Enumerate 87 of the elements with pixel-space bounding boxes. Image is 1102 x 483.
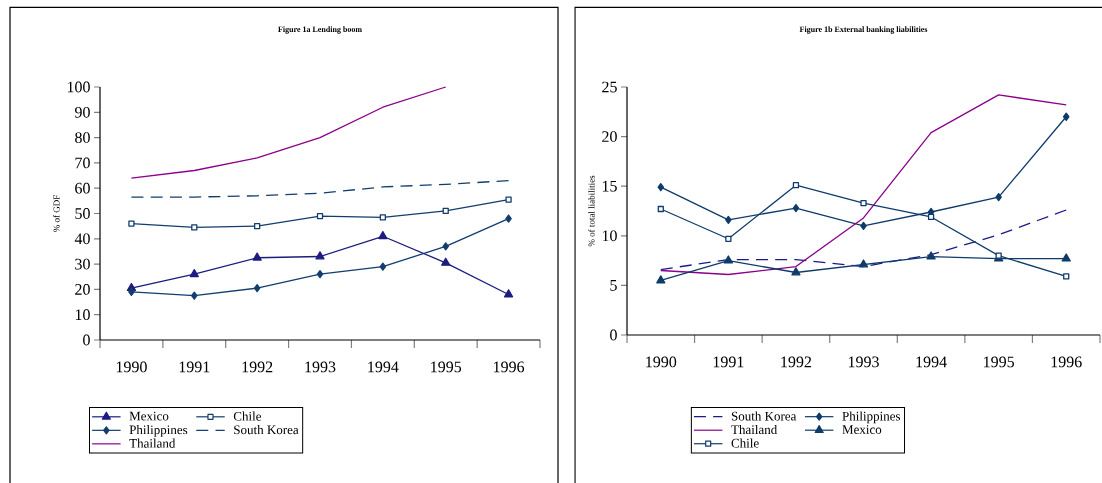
point (657, 205, 664, 213)
x-tick-label: 1994 (916, 356, 947, 368)
y-tick-label: 0 (83, 334, 90, 346)
y-tick-label: 15 (602, 180, 617, 192)
point (505, 196, 512, 203)
y-tick-label: 5 (610, 280, 617, 291)
x-tick-label: 1996 (1051, 356, 1082, 368)
point (254, 223, 261, 230)
y-tick-label: 20 (602, 131, 617, 142)
legend-label: Philippines (842, 411, 901, 424)
y-axis-title: % of total liabilities (588, 175, 595, 247)
line-series (130, 179, 510, 198)
point (316, 270, 324, 279)
y-tick-label: 20 (75, 284, 90, 295)
point (657, 183, 665, 192)
y-tick-label: 70 (75, 157, 90, 169)
x-tick-label: 1992 (781, 356, 812, 368)
point (252, 252, 262, 261)
y-tick-label: 10 (75, 309, 90, 321)
x-tick-label: 1990 (646, 356, 677, 368)
point (725, 215, 732, 225)
y-axis-title: % of GDF (53, 195, 60, 232)
x-tick-label: 1993 (305, 361, 336, 373)
legend-label: South Korea (234, 425, 299, 435)
point (1061, 253, 1071, 262)
point (860, 199, 867, 207)
point (191, 291, 198, 300)
x-tick-label: 1990 (116, 361, 147, 373)
x-tick-label: 1995 (984, 356, 1015, 368)
point (379, 262, 387, 271)
y-tick-label: 90 (74, 106, 90, 118)
y-tick-label: 0 (610, 329, 617, 341)
point (441, 257, 451, 266)
point (723, 255, 733, 264)
y-tick-label: 100 (67, 81, 90, 93)
legend-label: Mexico (129, 411, 169, 421)
x-tick-label: 1993 (848, 356, 879, 368)
legend-label: South Korea (731, 411, 797, 421)
point (442, 207, 449, 215)
point (792, 182, 800, 189)
y-tick-label: 40 (74, 233, 90, 245)
y-tick-label: 30 (75, 258, 90, 270)
legend-label: Thailand (731, 424, 778, 435)
point (791, 267, 801, 276)
x-tick-label: 1996 (493, 361, 525, 373)
point (191, 224, 198, 231)
chart-title: Figure 1a Lending boom (278, 26, 362, 34)
point (725, 235, 732, 242)
line-series (130, 86, 447, 179)
point (315, 251, 325, 260)
x-tick-label: 1991 (179, 361, 210, 373)
x-tick-label: 1995 (431, 361, 462, 373)
point (926, 251, 936, 260)
y-tick-label: 10 (602, 230, 617, 242)
point (927, 213, 935, 221)
x-tick-label: 1991 (713, 356, 744, 368)
point (442, 242, 449, 251)
point (995, 192, 1002, 202)
legend-label: Mexico (842, 425, 882, 434)
legend-label: Chile (731, 438, 759, 448)
line-series (660, 94, 1067, 276)
point (860, 221, 867, 231)
legend-label: Chile (233, 411, 262, 421)
y-tick-label: 60 (75, 182, 90, 194)
line-series (660, 209, 1067, 271)
point (316, 212, 324, 220)
x-tick-label: 1992 (242, 361, 273, 373)
y-tick-label: 50 (75, 208, 90, 219)
legend-label: Thailand (129, 438, 176, 448)
point (505, 214, 512, 223)
legend-label: Philippines (129, 425, 188, 437)
point (503, 289, 514, 298)
y-tick-label: 25 (602, 81, 617, 93)
point (656, 275, 666, 284)
point (792, 203, 800, 213)
point (128, 220, 135, 227)
point (189, 268, 199, 278)
chart-title: Figure 1b External banking liabilities (799, 26, 928, 34)
point (1063, 273, 1070, 280)
point (253, 283, 261, 293)
point (378, 231, 388, 240)
point (128, 287, 135, 297)
point (1062, 112, 1070, 121)
point (379, 214, 387, 221)
y-tick-label: 80 (75, 132, 90, 143)
point (858, 259, 869, 268)
x-tick-label: 1994 (368, 361, 399, 373)
